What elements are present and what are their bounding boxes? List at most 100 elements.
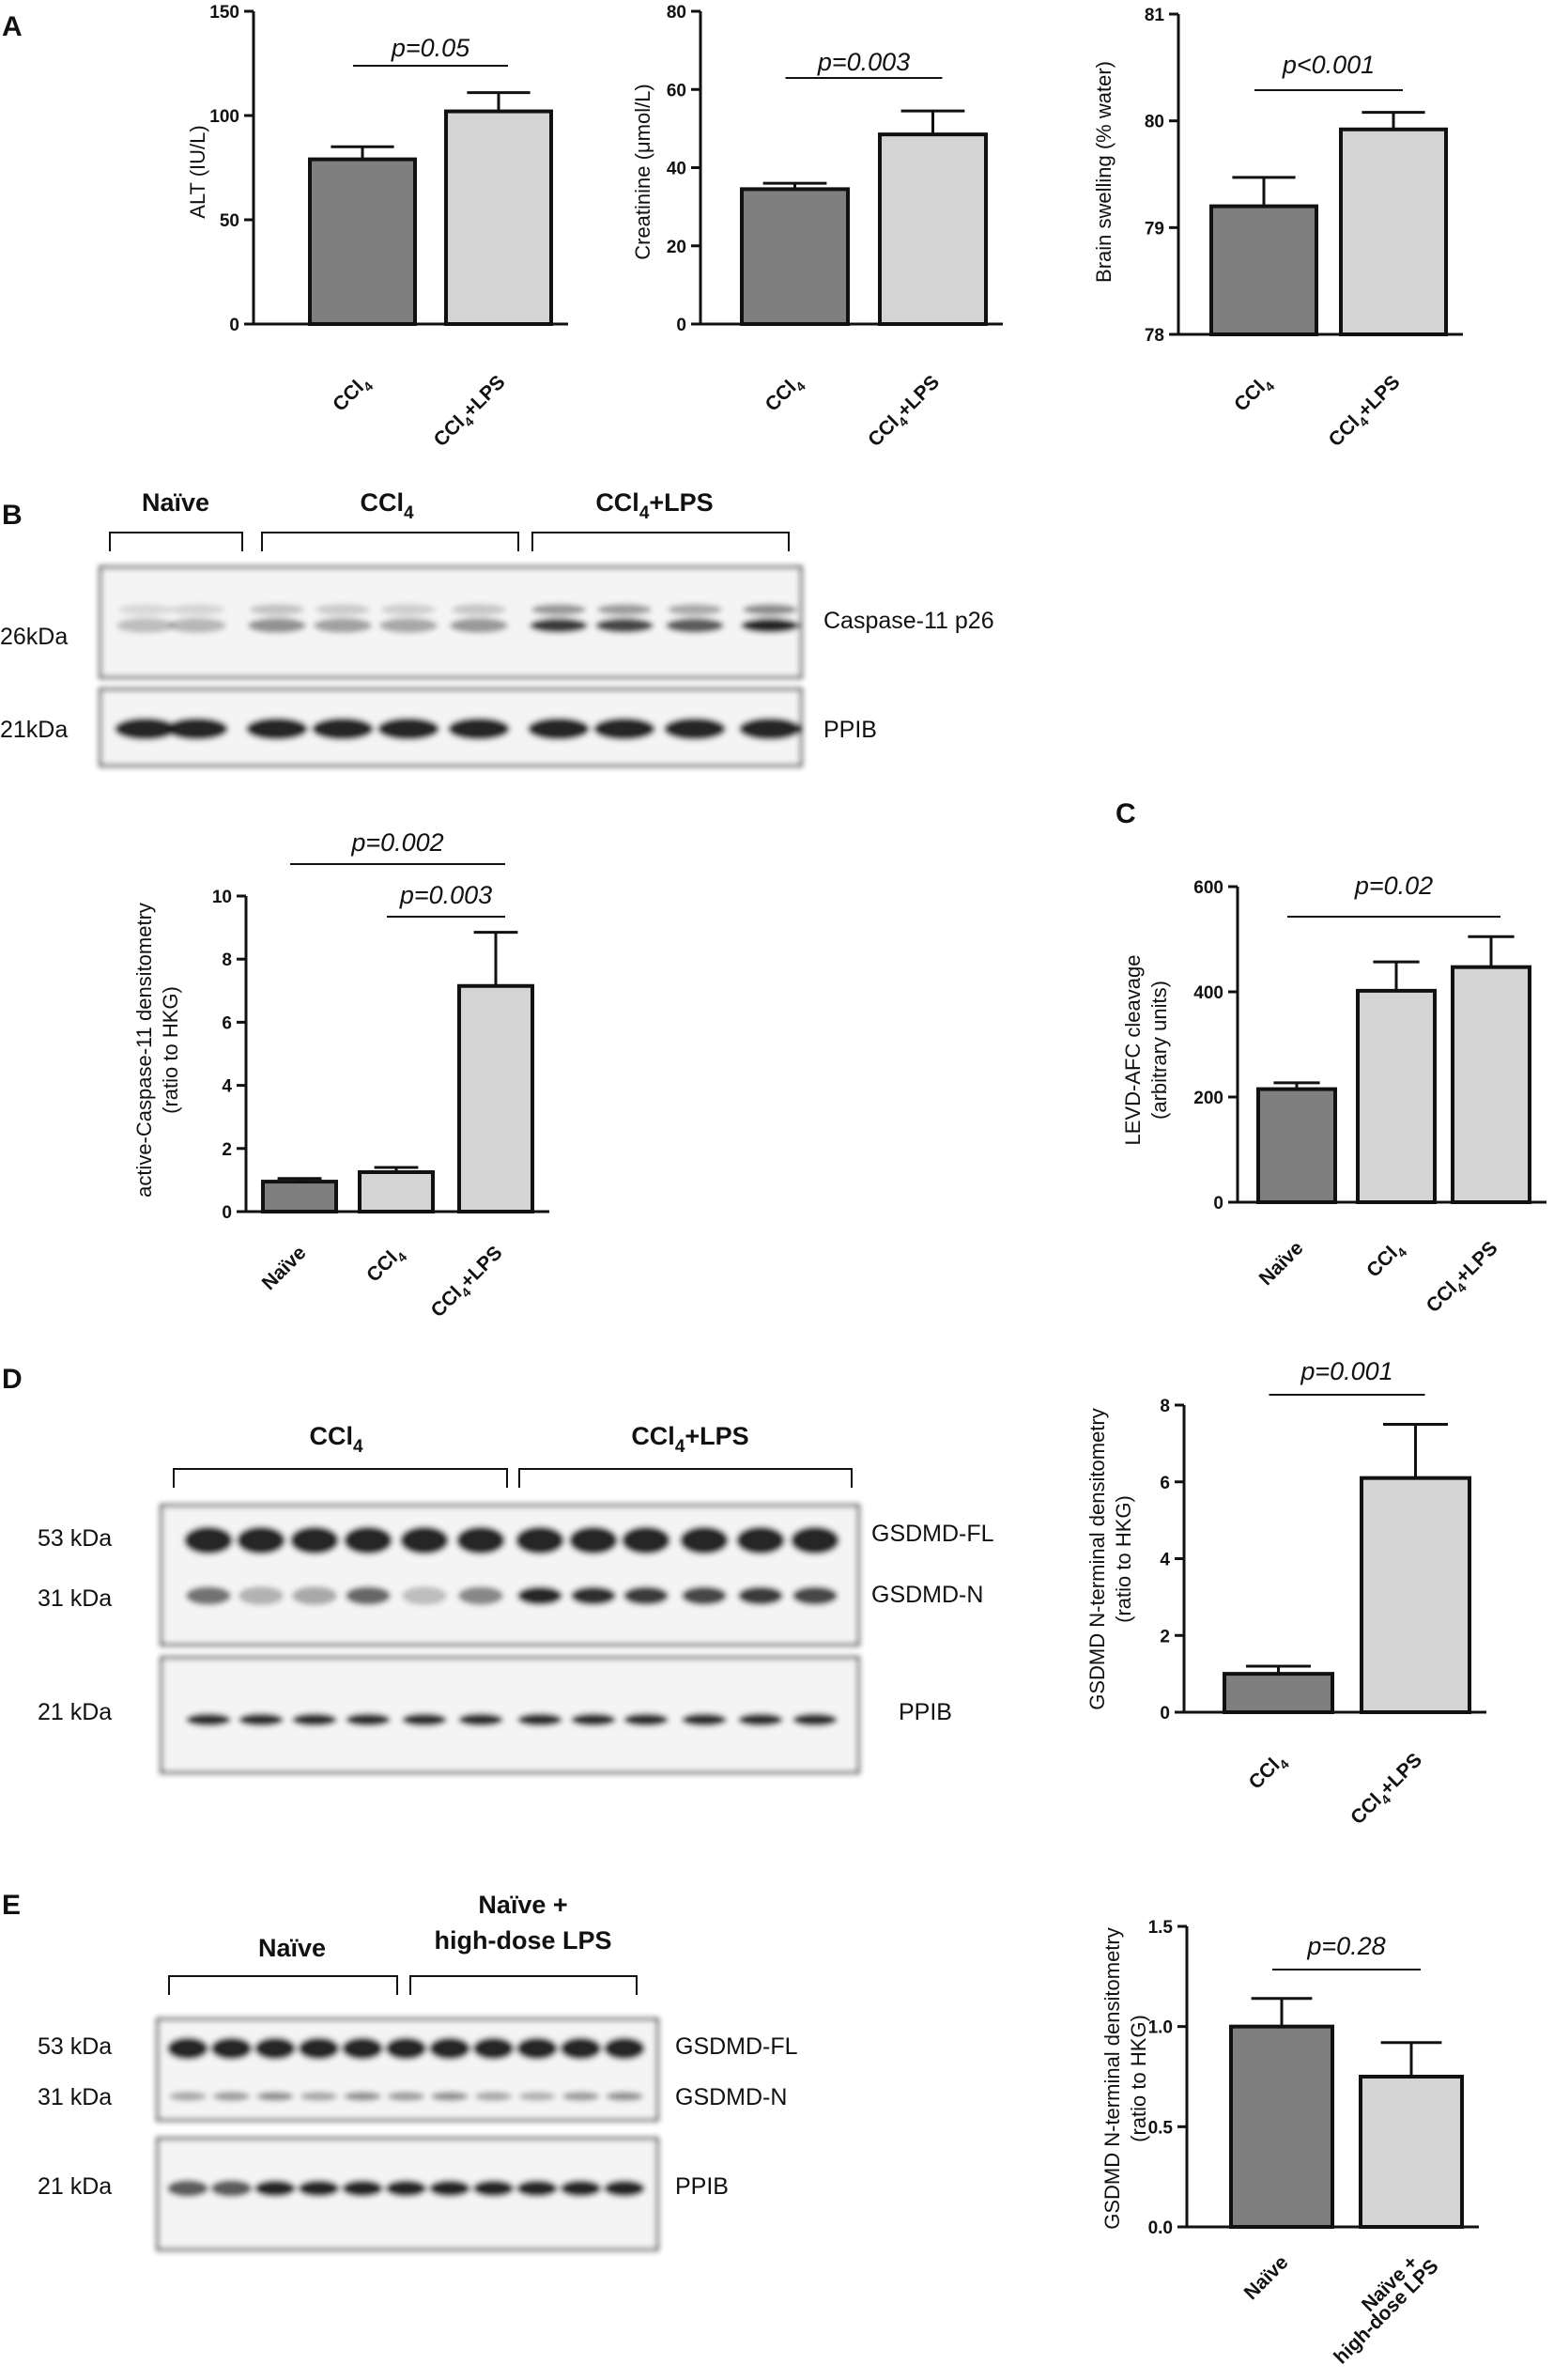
x-tick-label: CCl4 [1245,1749,1292,1796]
band-gsdmd-n [169,2092,207,2101]
band-ppib [377,718,439,740]
band-gsdmd-n [792,1586,838,1605]
band-caspase11-upper [668,604,722,615]
band-gsdmd-n [186,1586,231,1605]
y-tick-label: 40 [667,160,686,179]
y-tick-label: 1.5 [1148,1918,1174,1938]
band-caspase11-upper [250,604,304,615]
y-tick-label: 0 [1213,1194,1223,1213]
band-caspase11 [595,618,654,633]
band-ppib [292,1713,337,1726]
y-tick-label: 0.5 [1148,2118,1174,2138]
band-ppib [246,718,308,740]
band-gsdmd-fl [429,2037,470,2060]
band-gsdmd-fl [680,1526,729,1554]
band-gsdmd-fl [385,2037,427,2060]
chart-b: 0 2 4 6 8 10 Naïve CCl4 CCl4+LPS active-Caspase-1… [132,828,549,1321]
x-tick-label: CCl4 [1362,1237,1409,1284]
y-tick-label: 78 [1145,326,1164,346]
bracket [168,1975,398,1995]
band-ppib [298,2180,340,2197]
y-tick-label: 2 [222,1140,232,1160]
band-gsdmd-n [682,1586,727,1605]
band-caspase11 [248,618,306,633]
bar [1356,988,1437,1204]
band-ppib [210,2180,253,2197]
bar [261,1180,338,1213]
p-value: p=0.003 [399,881,492,909]
band-caspase11-upper [597,604,652,615]
band-gsdmd-n [346,1586,391,1605]
x-tick-label: CCl4+LPS [864,371,946,454]
y-tick-label: 10 [212,888,232,907]
band-gsdmd-n [738,1586,783,1605]
band-gsdmd-n [474,2092,513,2101]
y-tick-label: 400 [1193,983,1223,1003]
chart-a3: 78 79 80 81 CCl4 CCl4+LPS Brain swelling (% wa… [1092,6,1463,451]
y-tick-label: 0 [222,1203,232,1223]
p-value: p=0.28 [1306,1932,1385,1960]
band-ppib [448,718,510,740]
band-gsdmd-n [402,1586,447,1605]
bar [457,983,534,1214]
y-tick-label: 0 [676,316,686,335]
y-axis-label: GSDMD N-terminal densitometry [1085,1408,1109,1710]
band-caspase11-upper [452,604,506,615]
p-value: p=0.001 [1300,1357,1392,1385]
y-axis-label: GSDMD N-terminal densitometry [1100,1927,1124,2230]
x-tick-label: CCl4+LPS [1346,1749,1429,1831]
band-gsdmd-fl [254,2037,296,2060]
band-ppib [517,1713,562,1726]
band-gsdmd-fl [167,2037,208,2060]
band-gsdmd-n [387,2092,425,2101]
band-ppib [385,2180,427,2197]
blot-d-ppib-frame [160,1656,860,1774]
band-caspase11-upper [743,604,797,615]
y-tick-label: 1.0 [1148,2018,1173,2038]
band-gsdmd-n [238,1586,284,1605]
y-axis-label: (ratio to HKG) [159,986,182,1114]
chart-c: 0 200 400 600 Naïve CCl4 CCl4+LPS LEVD-AFC clea… [1121,872,1546,1317]
blot-b-kda-2: 21kDa [0,717,68,743]
y-tick-label: 8 [1160,1397,1170,1416]
band-caspase11 [314,618,372,633]
band-ppib [312,718,374,740]
p-value: p<0.001 [1282,51,1375,79]
band-ppib [429,2180,470,2197]
y-tick-label: 20 [667,238,686,257]
x-tick-label: CCl4 [329,371,376,418]
p-value: p=0.002 [350,828,443,857]
band-gsdmd-fl [210,2037,253,2060]
blot-e-group-lps-line-2: high-dose LPS [435,1926,612,1955]
y-tick-label: 4 [1160,1551,1170,1570]
y-tick-label: 2 [1160,1627,1170,1646]
x-tick-label: Naïve [258,1242,311,1294]
chart-a1: 0 50 100 150 CCl4 CCl4+LPS ALT (IU/L) p=0.05 [186,3,568,454]
band-gsdmd-n [517,1586,562,1605]
band-gsdmd-fl [184,1526,233,1554]
band-gsdmd-fl [456,1526,505,1554]
y-axis-label: (arbitrary units) [1147,981,1171,1120]
band-caspase11 [450,618,508,633]
band-ppib [115,718,177,740]
y-axis-label: (ratio to HKG) [1112,1495,1135,1623]
band-ppib [739,718,801,740]
y-axis-label: Creatinine (μmol/L) [631,84,654,260]
band-gsdmd-fl [515,1526,564,1554]
y-tick-label: 60 [667,81,686,100]
blot-d-kda-3: 21 kDa [38,1699,112,1725]
x-tick-label: CCl4+LPS [430,371,513,454]
band-gsdmd-n [562,2092,600,2101]
bar [1209,204,1318,336]
y-tick-label: 200 [1193,1089,1223,1108]
x-tick-label: CCl4 [762,371,808,418]
chart-d: 0 2 4 6 8 CCl4 CCl4+LPS GSDMD N-terminal densit… [1085,1357,1486,1831]
band-gsdmd-fl [237,1526,285,1554]
bracket [518,1468,853,1488]
panel-label-d: D [2,1364,23,1395]
blot-e-target-frame [156,2017,659,2122]
blot-e-kda-1: 53 kDa [38,2033,112,2060]
bar [444,109,553,326]
